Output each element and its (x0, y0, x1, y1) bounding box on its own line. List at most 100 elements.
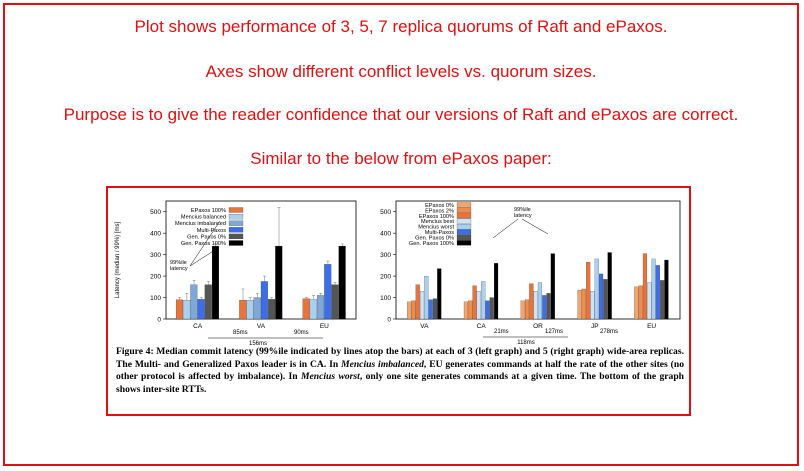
chart2-legend-label: Gen. Paxos 100% (409, 241, 454, 247)
chart2-bar (642, 253, 648, 320)
chart2-bar (655, 265, 660, 320)
chart2-legend-swatch (456, 207, 472, 213)
chart2-bar (415, 284, 420, 320)
chart2-legend-swatch (456, 202, 472, 208)
chart1-bar (197, 299, 205, 320)
chart2-bar (529, 283, 534, 320)
chart1-legend-label: Mencius balanced (181, 215, 226, 221)
chart2-legend-swatch (456, 229, 472, 235)
caption-italic-1: Mencius imbalanced (341, 358, 424, 370)
chart2-legend-swatch (456, 213, 472, 219)
chart1-bar (324, 264, 332, 320)
chart2-bar (607, 252, 612, 320)
chart1-annotation-arrow (189, 220, 221, 267)
annotation-line-3: Purpose is to give the reader confidence… (63, 105, 739, 124)
chart1-legend-label: Gen. Paxos 0% (187, 234, 226, 240)
chart2-rtt-label: 127ms (545, 329, 563, 335)
chart2-bar (537, 282, 543, 320)
chart2-legend-label: Multi-Paxos (425, 230, 454, 236)
chart2-legend-swatch (456, 240, 472, 246)
paper-figure: 0 100 200 300 400 500 Latency (median / 99%) [… (106, 186, 691, 416)
chart2-y-tick-label: 400 (380, 231, 391, 238)
chart1-y-tick-label: 200 (150, 274, 161, 281)
chart1-legend-label: EPaxos 100% (191, 208, 226, 214)
chart1-bar (331, 284, 339, 320)
chart2-bar (407, 301, 412, 320)
chart2-bar (638, 285, 643, 320)
chart2-bar (520, 300, 525, 320)
chart2-bar (432, 298, 438, 320)
chart2-bar (489, 297, 494, 320)
chart2-rtt-label: 21ms (494, 329, 509, 335)
chart1-bar (246, 300, 254, 320)
chart2-rtt-label: 118ms (517, 340, 535, 346)
chart2-rtt-label: 278ms (600, 329, 618, 335)
chart2-bar (546, 293, 551, 320)
chart2-legend-label: Mencius worst (418, 225, 454, 231)
chart2-annotation-arrow (521, 218, 549, 235)
chart1-legend-swatch (228, 214, 244, 220)
chart2-bar (411, 300, 416, 320)
chart1-legend-swatch (228, 233, 244, 240)
chart1-bar (183, 300, 191, 320)
annotation-line-2: Axes show different conflict levels vs. … (205, 62, 597, 81)
chart2-bar (603, 279, 608, 320)
chart1-legend-swatch (228, 227, 244, 233)
chart2-legend-label: Mencius best (421, 219, 454, 225)
chart2-bar (542, 295, 547, 320)
chart2-bar (533, 291, 538, 320)
chart1-legend-label: Gen. Paxos 100% (181, 241, 226, 247)
chart1-bar (239, 300, 247, 320)
annotation-line-1: Plot shows performance of 3, 5, 7 replic… (134, 17, 668, 36)
chart2-bar (660, 280, 665, 320)
chart2-bar (468, 300, 473, 320)
chart1-y-tick-label: 500 (150, 209, 161, 216)
chart2-bar (428, 299, 433, 320)
chart1-rtt-label: 85ms (233, 330, 248, 336)
chart1-legend-swatch (228, 207, 244, 213)
chart2-category-label: JP (591, 323, 599, 330)
caption-label: Figure 4: (116, 346, 154, 357)
chart2-legend-label: EPaxos 100% (419, 214, 454, 220)
chart2-bar (472, 285, 477, 320)
chart2-y-tick-label: 500 (380, 209, 391, 216)
chart2-category-label: CA (477, 323, 487, 330)
chart1-bar (190, 284, 198, 320)
chart1-bar (317, 295, 325, 320)
chart2-legend-label: Gen. Paxos 0% (415, 235, 454, 241)
chart1-legend-label: Mencius imbalanced (175, 221, 226, 227)
chart2-y-tick-label: 100 (380, 295, 391, 302)
chart2-bar (463, 301, 469, 320)
chart2-bar (437, 268, 442, 320)
caption-part-5: , only one site generates commands at a … (116, 371, 684, 395)
chart2-legend-swatch (456, 218, 472, 224)
figure-caption: Figure 4: Median commit latency (99%ile … (116, 346, 684, 396)
chart2-bar (664, 259, 669, 320)
chart1-y-tick-label: 400 (150, 231, 161, 238)
chart1-legend-swatch (228, 220, 244, 226)
chart1-bar (275, 245, 283, 320)
chart1-rtt-label: 156ms (249, 341, 267, 346)
chart2-legend-label: EPaxos 0% (425, 203, 454, 209)
caption-italic-2: Mencius worst (301, 371, 360, 383)
chart2-legend-swatch (456, 223, 472, 230)
chart1-legend-label: Multi-Paxos (197, 228, 226, 234)
chart2-category-label: EU (647, 323, 656, 330)
chart2-bar (634, 286, 639, 320)
chart2-category-label: OR (533, 323, 543, 330)
chart2-category-label: VA (420, 323, 429, 330)
chart1-bar (211, 245, 219, 320)
chart2-legend-label: EPaxos 2% (425, 208, 454, 214)
chart1-annotation-arrow (189, 247, 219, 267)
chart2-bar (581, 288, 586, 320)
chart2-bar (550, 253, 555, 320)
chart2-bar (525, 299, 530, 320)
caption-part-3: , EU generates commands at half the rate… (116, 358, 684, 383)
chart2-annotation: latency (514, 213, 532, 219)
caption-part-1: Median commit latency (99%ile indicated … (116, 346, 684, 370)
chart2-bar (577, 289, 582, 320)
chart2-annotation-arrow (492, 218, 519, 239)
chart1-y-tick-label: 300 (150, 252, 161, 259)
chart2-bar (481, 281, 486, 320)
chart2-bar (485, 300, 490, 320)
